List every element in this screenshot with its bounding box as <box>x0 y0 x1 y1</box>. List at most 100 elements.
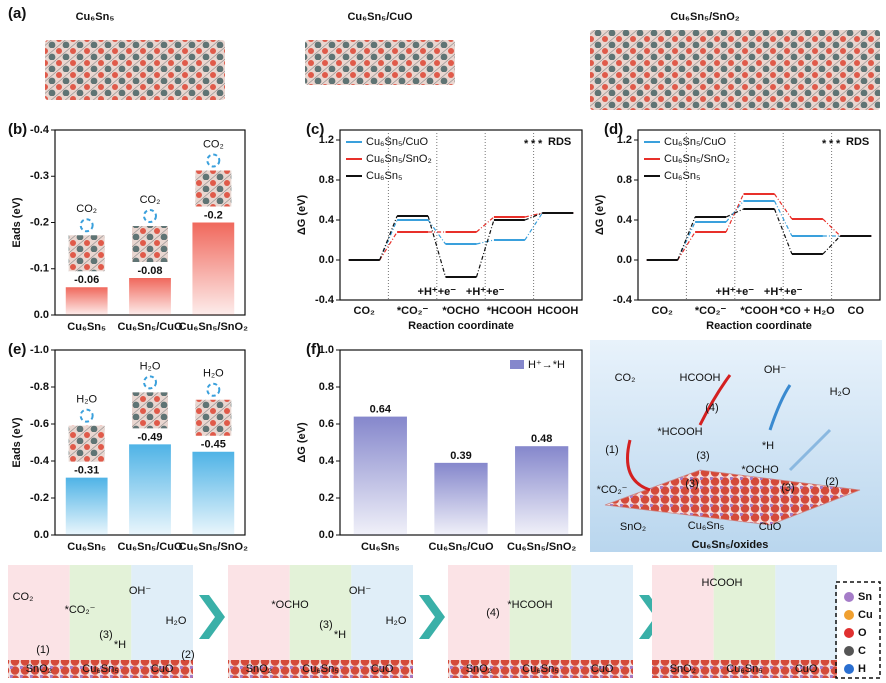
bar <box>353 416 407 535</box>
y-tick-label: 1.2 <box>617 134 632 146</box>
y-tick-label: -0.1 <box>30 263 49 275</box>
molecule-label: H₂O <box>76 394 97 406</box>
legend-box <box>835 581 881 679</box>
step-label: *H <box>334 629 346 641</box>
x-tick-label: *CO₂⁻ <box>695 305 727 317</box>
connector <box>524 212 543 221</box>
x-tick-label: *CO₂⁻ <box>397 305 429 317</box>
y-tick-label: 0.6 <box>319 418 334 430</box>
plot-frame <box>339 129 583 301</box>
y-tick-label: 0.2 <box>319 492 334 504</box>
reaction-arrow <box>698 374 732 426</box>
connector <box>524 212 543 218</box>
scheme-label: HCOOH <box>680 372 721 384</box>
step-label: *CO₂⁻ <box>65 604 96 616</box>
plot-frame <box>637 129 881 301</box>
y-tick-label: 0.4 <box>617 214 633 226</box>
y-tick-label: 0.8 <box>319 174 334 186</box>
scheme-label: SnO₂ <box>620 521 646 533</box>
x-tick-label: Cu₆Sn₅/SnO₂ <box>179 541 248 553</box>
connector <box>427 215 447 278</box>
molecule <box>206 153 221 168</box>
bar <box>515 446 569 535</box>
legend-label: Sn <box>858 591 872 603</box>
scheme-label: *OCHO <box>741 464 779 476</box>
y-axis-label: Eads (eV) <box>11 417 23 467</box>
region-cuo <box>775 565 837 660</box>
step-label: +H⁺+e⁻ <box>764 286 803 298</box>
y-tick-label: -0.4 <box>613 294 633 306</box>
rds-marker: * <box>524 138 529 150</box>
step-label: (3) <box>99 629 112 641</box>
x-tick-label: Cu₆Sn₅/SnO₂ <box>507 541 576 553</box>
y-tick-label: 0.8 <box>319 381 334 393</box>
panel-label: (f) <box>306 341 321 358</box>
adsorption-structure <box>132 392 168 429</box>
x-tick-label: CO₂ <box>354 305 376 317</box>
scheme-label: (2) <box>825 476 838 488</box>
molecule-label: H₂O <box>140 360 161 372</box>
value-label: 0.48 <box>531 433 552 445</box>
step-label: HCOOH <box>702 577 743 589</box>
connector <box>379 219 398 261</box>
panel-label: (c) <box>306 121 324 138</box>
y-tick-label: -0.6 <box>30 418 49 430</box>
legend-atom <box>844 664 854 674</box>
y-axis-label: Eads (eV) <box>11 197 23 247</box>
y-axis-label: ΔG (eV) <box>296 195 308 236</box>
y-axis-label: ΔG (eV) <box>296 422 308 463</box>
region-cusn <box>69 565 132 660</box>
step-label: *HCOOH <box>507 599 552 611</box>
connector <box>773 208 793 255</box>
adsorption-structure <box>132 226 168 262</box>
annotation: RDS <box>548 136 571 148</box>
annotation: RDS <box>846 136 869 148</box>
step-label: H₂O <box>166 615 187 627</box>
legend-label: H⁺→*H <box>528 359 565 371</box>
connector <box>379 231 398 261</box>
scheme-label: *H <box>762 440 774 452</box>
connector <box>677 231 696 261</box>
y-tick-label: -0.4 <box>30 124 50 136</box>
substrate <box>8 660 193 678</box>
y-tick-label: -0.2 <box>30 492 49 504</box>
scheme-title: Cu₆Sn₅/oxides <box>692 539 769 551</box>
x-tick-label: HCOOH <box>537 305 578 317</box>
y-tick-label: -0.4 <box>315 294 335 306</box>
value-label: -0.2 <box>204 209 223 221</box>
y-tick-label: 1.2 <box>319 134 334 146</box>
rds-marker: * <box>836 138 841 150</box>
molecule-label: H₂O <box>203 368 224 380</box>
scheme-label: (4) <box>705 402 718 414</box>
x-tick-label: *HCOOH <box>487 305 532 317</box>
rds-marker: * <box>829 138 834 150</box>
scheme-label: (3) <box>696 450 709 462</box>
connector <box>677 216 696 261</box>
x-tick-label: Cu₆Sn₅/CuO <box>117 541 182 553</box>
region-sno2 <box>228 565 290 660</box>
y-tick-label: 0.0 <box>34 309 49 321</box>
step-label: OH⁻ <box>349 585 372 597</box>
structure-title: Cu₆Sn₅/SnO₂ <box>670 11 739 23</box>
scheme-label: Cu₆Sn₅ <box>688 520 724 532</box>
legend-atom <box>844 610 854 620</box>
rds-marker: * <box>538 138 543 150</box>
scheme-label: (3) <box>781 482 794 494</box>
connector <box>379 215 398 261</box>
y-tick-label: 0.4 <box>319 214 335 226</box>
substrate <box>228 660 413 678</box>
value-label: -0.08 <box>137 265 162 277</box>
legend-label: Cu₆Sn₅/SnO₂ <box>366 153 432 165</box>
step-label: (3) <box>319 619 332 631</box>
y-tick-label: 0.0 <box>319 254 334 266</box>
legend-label: Cu₆Sn₅/SnO₂ <box>664 153 730 165</box>
substrate-label: CuO <box>591 663 614 675</box>
substrate <box>448 660 633 678</box>
y-tick-label: 0.0 <box>617 254 632 266</box>
substrate <box>604 469 861 526</box>
adsorption-structure <box>68 425 105 462</box>
legend-atom <box>844 628 854 638</box>
legend-label: O <box>858 627 867 639</box>
scheme-label: CO₂ <box>615 372 636 384</box>
